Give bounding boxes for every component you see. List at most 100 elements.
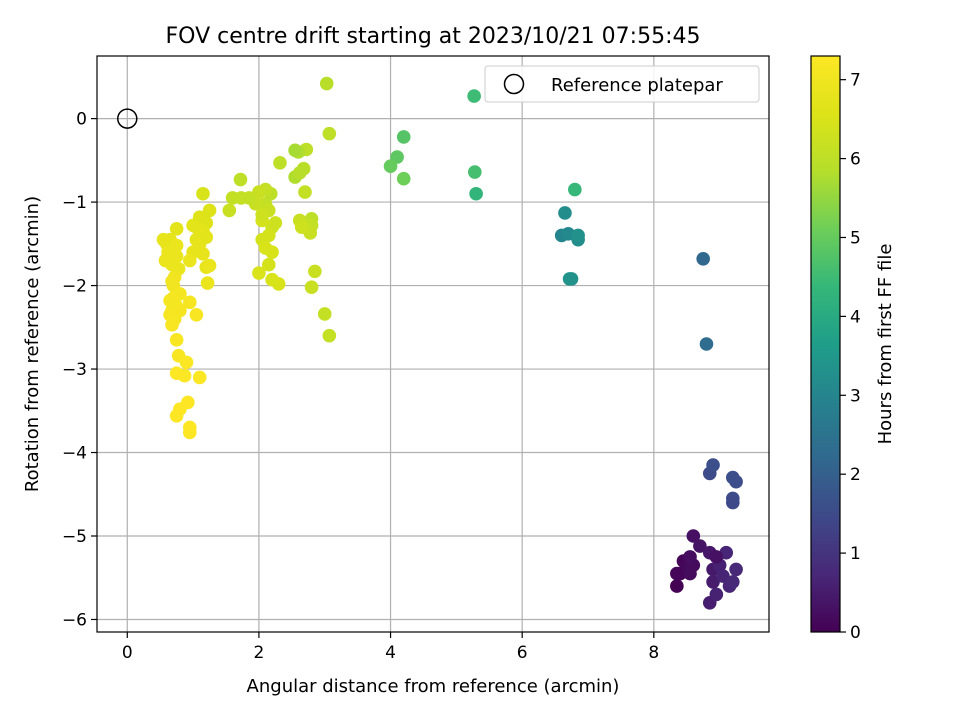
- x-tick-label: 2: [253, 643, 264, 663]
- data-point: [467, 89, 481, 103]
- data-point: [292, 166, 307, 180]
- y-tick-label: −5: [62, 527, 87, 547]
- data-point: [169, 333, 184, 347]
- legend-label: Reference platepar: [551, 75, 723, 96]
- data-point: [558, 206, 572, 220]
- data-point: [716, 569, 730, 583]
- data-point: [683, 550, 697, 564]
- colorbar-tick-label: 4: [850, 307, 861, 327]
- data-point: [319, 76, 334, 91]
- colorbar-tick-label: 7: [850, 71, 861, 91]
- data-point: [265, 272, 279, 287]
- legend-marker: [503, 73, 525, 95]
- data-point: [706, 575, 720, 589]
- colorbar-label: Hours from first FF file: [875, 244, 896, 445]
- x-axis-label: Angular distance from reference (arcmin): [247, 676, 620, 697]
- data-point: [183, 295, 197, 310]
- data-point: [304, 280, 319, 295]
- data-point: [183, 425, 197, 440]
- data-point: [696, 252, 710, 266]
- data-point: [169, 408, 184, 423]
- data-point: [571, 228, 585, 243]
- colorbar: [810, 55, 841, 633]
- y-tick-label: 0: [76, 110, 87, 130]
- colorbar-tick-label: 2: [850, 465, 861, 485]
- data-point: [729, 562, 743, 577]
- data-point: [709, 587, 724, 602]
- data-point: [670, 579, 684, 593]
- colorbar-tick-label: 1: [850, 544, 861, 564]
- y-tick-label: −3: [62, 360, 87, 380]
- data-point: [383, 159, 398, 173]
- data-point: [308, 264, 322, 279]
- data-point: [693, 539, 707, 553]
- data-point: [268, 216, 283, 230]
- y-tick-label: −2: [62, 277, 87, 297]
- data-point: [196, 247, 210, 261]
- reference-point: [117, 108, 138, 129]
- data-point: [179, 355, 194, 370]
- data-point: [322, 126, 337, 141]
- y-tick-label: −1: [62, 193, 87, 213]
- data-point: [202, 203, 217, 218]
- data-point: [265, 245, 279, 259]
- data-point: [568, 182, 582, 197]
- data-point: [683, 566, 697, 581]
- data-point: [686, 529, 701, 543]
- data-point: [298, 185, 312, 199]
- data-points: [156, 76, 743, 610]
- x-tick-label: 6: [517, 643, 528, 663]
- data-point: [202, 258, 217, 273]
- data-point: [233, 172, 248, 187]
- legend: Reference platepar: [484, 65, 760, 103]
- x-axis-ticks: 0 2 4 6 8: [122, 632, 659, 663]
- reference-marker: [117, 108, 138, 129]
- data-point: [726, 575, 740, 589]
- data-point: [564, 272, 579, 286]
- colorbar-ticks: 0 1 2 3 4 5 6 7: [840, 71, 861, 643]
- y-axis-label: Rotation from reference (arcmin): [22, 196, 43, 492]
- data-point: [199, 230, 214, 244]
- data-point: [396, 130, 411, 144]
- chart-title: FOV centre drift starting at 2023/10/21 …: [166, 24, 701, 49]
- data-point: [396, 171, 411, 186]
- data-point: [294, 220, 309, 234]
- data-point: [288, 143, 302, 158]
- y-tick-label: −6: [62, 610, 87, 630]
- data-point: [706, 458, 720, 472]
- data-point: [196, 186, 210, 201]
- colorbar-tick-label: 6: [850, 150, 861, 170]
- data-point: [469, 186, 483, 201]
- data-point: [242, 191, 256, 205]
- data-point: [165, 318, 179, 332]
- data-point: [222, 203, 237, 218]
- data-point: [225, 191, 240, 205]
- x-tick-label: 8: [648, 643, 659, 663]
- legend-box: [484, 65, 760, 103]
- y-axis-ticks: 0 −1 −2 −3 −4 −5 −6: [62, 110, 97, 630]
- data-point: [192, 370, 207, 385]
- data-point: [158, 253, 173, 268]
- plot-frame: [96, 55, 770, 633]
- data-point: [173, 287, 187, 301]
- data-point: [261, 228, 276, 243]
- data-point: [169, 238, 184, 253]
- data-point: [322, 328, 337, 343]
- data-point: [261, 257, 276, 272]
- data-point: [177, 368, 192, 383]
- y-tick-label: −4: [62, 444, 87, 464]
- data-point: [173, 303, 187, 318]
- x-tick-label: 4: [385, 643, 396, 663]
- colorbar-tick-label: 0: [850, 623, 861, 643]
- colorbar-tick-label: 5: [850, 228, 861, 248]
- data-point: [186, 218, 200, 233]
- data-point: [183, 253, 197, 268]
- data-point: [726, 495, 740, 510]
- data-point: [200, 276, 215, 290]
- data-point: [670, 566, 684, 581]
- data-point: [169, 222, 184, 236]
- grid-lines: [97, 56, 769, 632]
- data-point: [255, 207, 270, 222]
- data-point: [273, 156, 287, 170]
